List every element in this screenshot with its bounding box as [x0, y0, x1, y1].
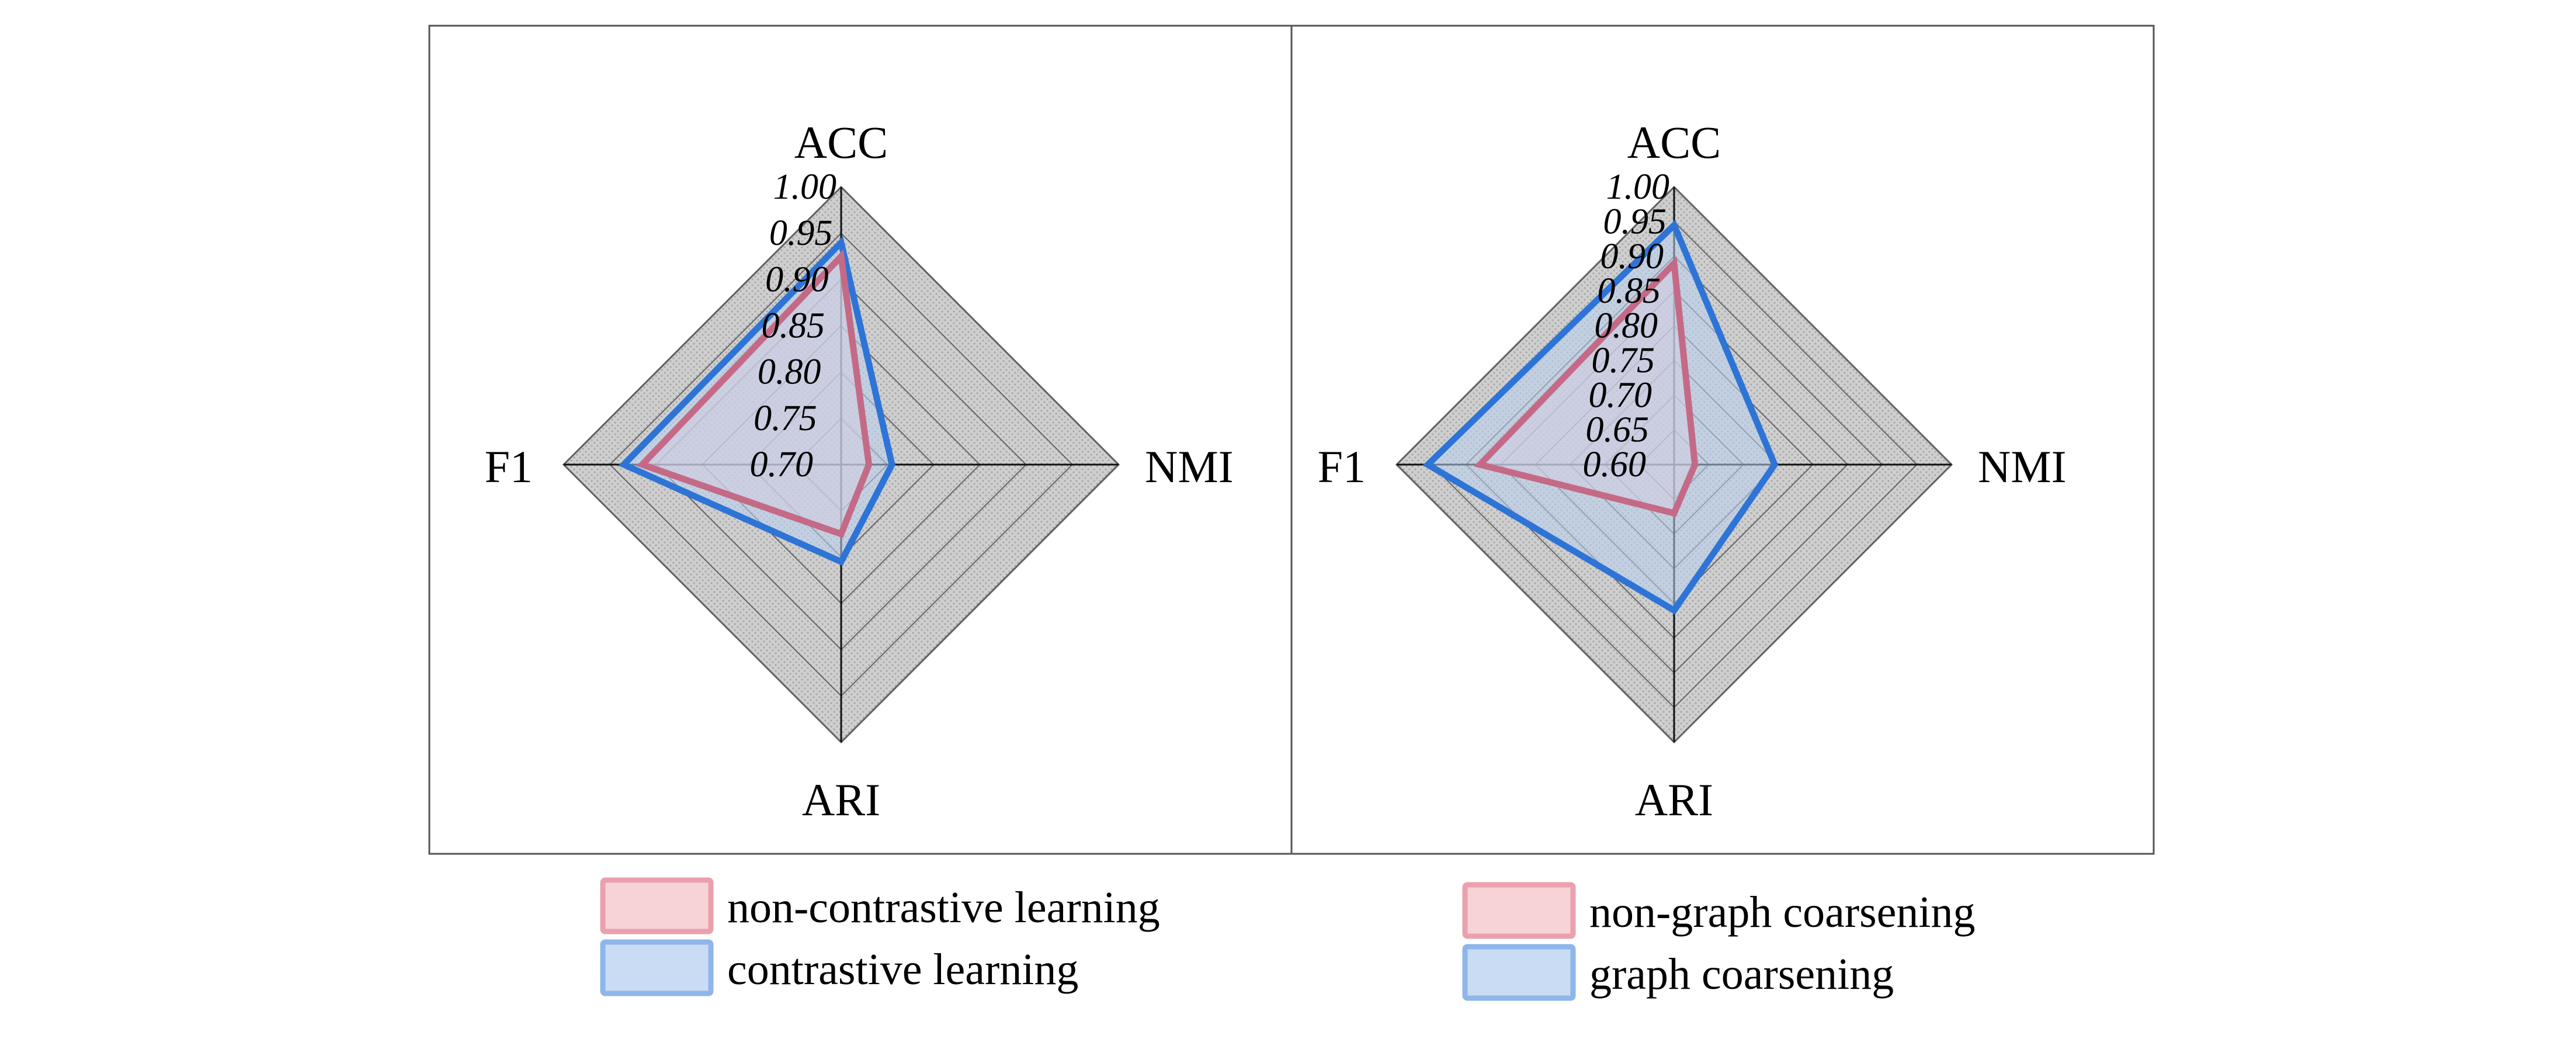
legend-2-label-non-graph-coarsening: non-graph coarsening [1589, 888, 1976, 937]
tick-label: 0.95 [769, 213, 833, 253]
legend-1-label-contrastive: contrastive learning [727, 945, 1078, 994]
tick-label: 0.85 [1598, 271, 1661, 311]
panel-2-frame [1290, 25, 2155, 855]
panel-1-axis-label-acc: ACC [794, 117, 888, 168]
tick-label: 0.90 [1601, 237, 1664, 276]
legend-1-label-non-contrastive: non-contrastive learning [727, 883, 1160, 932]
tick-label: 0.95 [1603, 202, 1667, 241]
panel-1-ticks: 0.70 0.75 0.80 0.85 0.90 0.95 1.00 [750, 167, 837, 484]
panel-2-axis-label-acc: ACC [1627, 117, 1721, 168]
panel-1-axis-label-ari: ARI [802, 774, 880, 825]
legend-2-swatch-graph-coarsening [1462, 944, 1576, 1001]
legend-1-swatch-contrastive [600, 939, 714, 996]
tick-label: 0.75 [754, 399, 817, 438]
tick-label: 0.75 [1592, 341, 1655, 380]
radar-panel-2: 0.600.650.700.750.800.850.900.951.00 ACC… [1290, 25, 2155, 855]
panel-1-axis-label-nmi: NMI [1145, 441, 1234, 492]
tick-label: 1.00 [773, 167, 837, 207]
legend-1-swatch-non-contrastive [600, 877, 714, 934]
series-polygon-graph-coarsening [1422, 219, 1779, 615]
radar-panel-1: 0.70 0.75 0.80 0.85 0.90 0.95 1.00 ACC NMI ARI… [428, 25, 1293, 855]
tick-label: 0.70 [750, 445, 814, 484]
panel-2-ticks: 0.600.650.700.750.800.850.900.951.00 [1583, 167, 1670, 484]
legend-1: non-contrastive learning contrastive lea… [600, 877, 1160, 996]
series-outline-non-graph-coarsening [1473, 256, 1699, 517]
panel-2-axis-label-nmi: NMI [1978, 441, 2067, 492]
tick-label: 0.85 [762, 306, 825, 346]
tick-label: 0.70 [1589, 375, 1652, 415]
legend-2-swatch-non-graph-coarsening [1462, 882, 1576, 939]
panel-2-series [1422, 219, 1779, 615]
legend-2: non-graph coarsening graph coarsening [1462, 882, 1976, 1001]
tick-label: 0.80 [758, 352, 821, 392]
tick-label: 0.80 [1595, 306, 1658, 346]
series-outline-non-contrastive-learning [636, 249, 873, 538]
panel-1-axis-label-f1: F1 [485, 441, 533, 492]
tick-label: 1.00 [1606, 167, 1670, 207]
panel-2-axis-label-f1: F1 [1318, 441, 1366, 492]
legend-2-label-graph-coarsening: graph coarsening [1589, 950, 1894, 999]
panel-2-axis-label-ari: ARI [1635, 774, 1713, 825]
tick-label: 0.90 [765, 259, 829, 299]
panel-1-series [618, 236, 895, 566]
tick-label: 0.65 [1586, 410, 1650, 450]
tick-label: 0.60 [1583, 445, 1647, 484]
